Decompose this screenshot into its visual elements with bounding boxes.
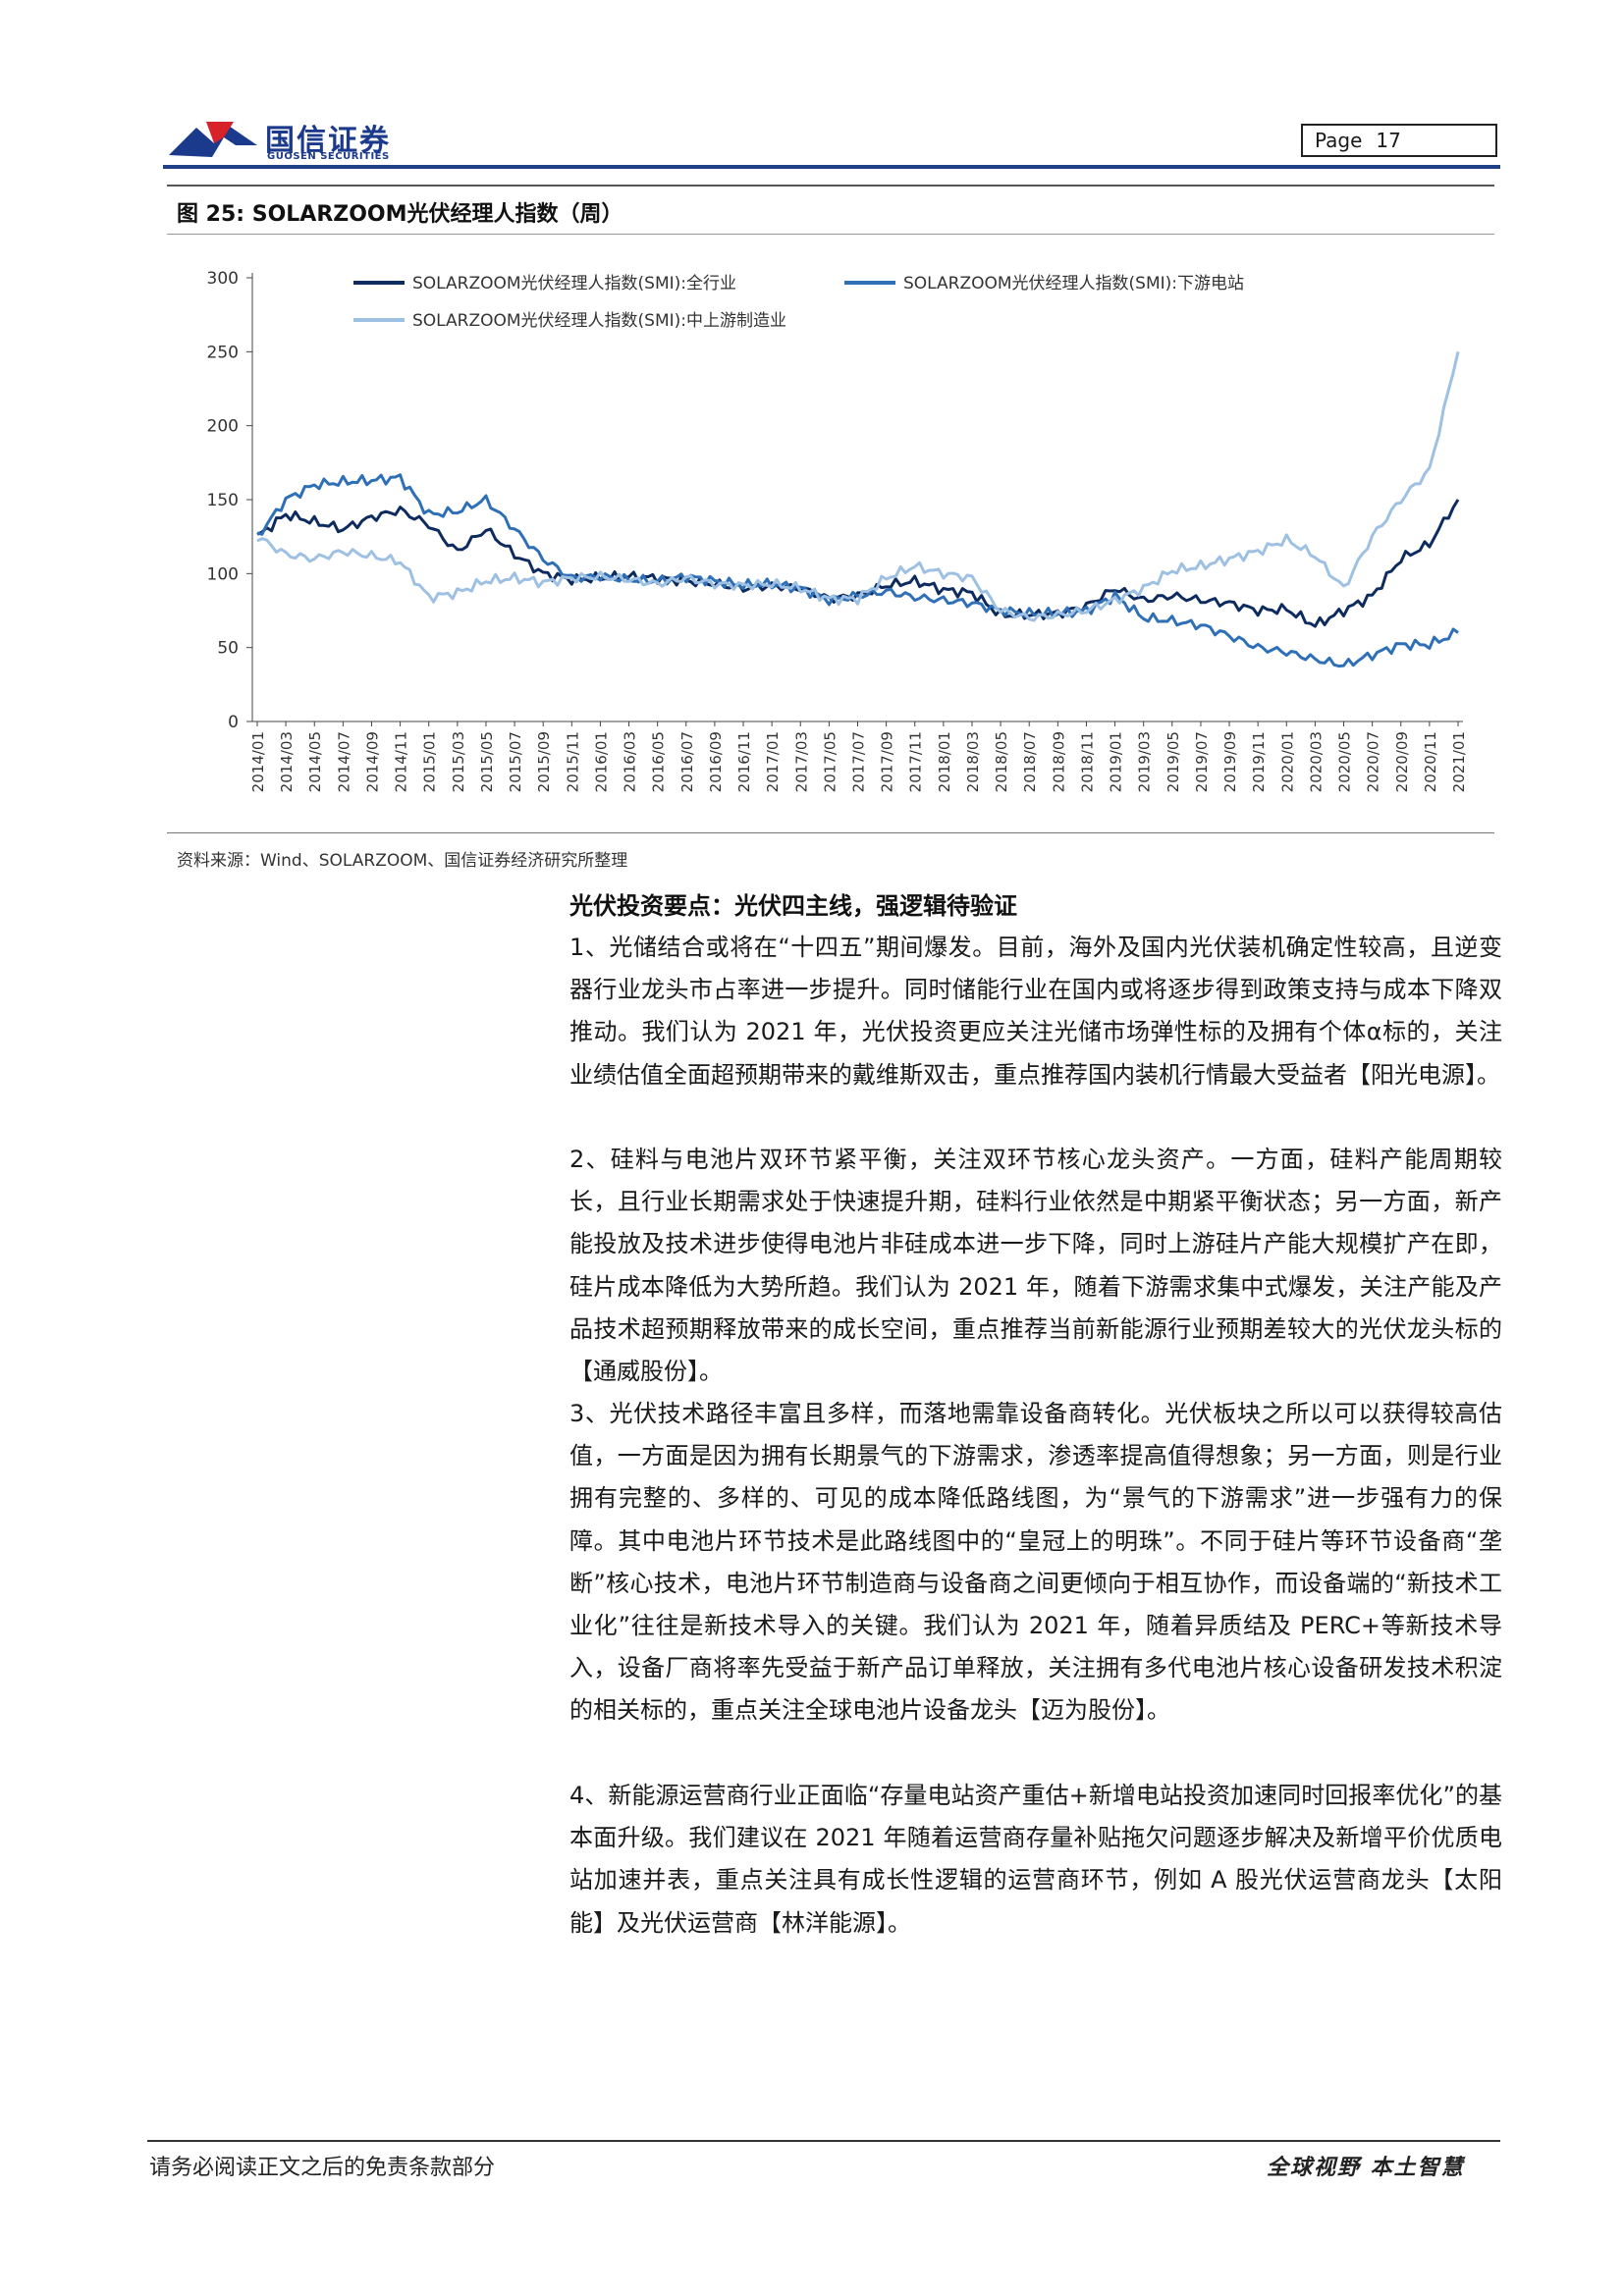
logo-text-en: GUOSEN SECURITIES: [267, 151, 390, 162]
chart-legend: SOLARZOOM光伏经理人指数(SMI):全行业 SOLARZOOM光伏经理人指…: [353, 274, 1244, 331]
x-tick-label: 2015/01: [421, 731, 439, 792]
x-tick-label: 2020/07: [1365, 731, 1382, 792]
x-tick-label: 2017/11: [907, 731, 925, 792]
x-tick-label: 2016/07: [678, 731, 696, 792]
x-tick-label: 2015/09: [535, 731, 553, 792]
paragraph-2: 2、硅料与电池片双环节紧平衡，关注双环节核心龙头资产。一方面，硅料产能周期较长，…: [569, 1146, 1502, 1386]
figure-bottom-rule: [167, 832, 1494, 833]
footer-slogan: 全球视野 本土智慧: [1267, 2156, 1465, 2180]
legend-label: SOLARZOOM光伏经理人指数(SMI):中上游制造业: [412, 311, 786, 331]
x-tick-label: 2016/03: [622, 731, 639, 792]
series-line-3: [256, 350, 1460, 622]
y-tick-label: 50: [217, 639, 239, 659]
y-tick-label: 250: [207, 343, 239, 362]
x-tick-label: 2015/03: [450, 731, 467, 792]
x-tick-label: 2020/03: [1307, 731, 1325, 792]
x-tick-label: 2020/09: [1393, 731, 1411, 792]
x-tick-label: 2014/01: [249, 731, 267, 792]
legend-label: SOLARZOOM光伏经理人指数(SMI):下游电站: [903, 274, 1244, 294]
x-tick-label: 2014/03: [278, 731, 296, 792]
x-tick-label: 2018/11: [1078, 731, 1096, 792]
x-tick-label: 2016/05: [650, 731, 668, 792]
y-tick-label: 0: [228, 713, 239, 732]
logo-text-cn: 国信证券: [265, 124, 391, 158]
x-tick-label: 2020/05: [1336, 731, 1354, 792]
x-tick-label: 2021/01: [1450, 731, 1468, 792]
page-number-box: Page 17: [1301, 124, 1497, 157]
y-tick-label: 200: [207, 417, 239, 437]
x-tick-label: 2016/01: [592, 731, 610, 792]
x-tick-label: 2017/05: [821, 731, 839, 792]
paragraph-4: 4、新能源运营商行业正面临“存量电站资产重估+新增电站投资加速同时回报率优化”的…: [569, 1782, 1502, 1937]
footer-divider: [147, 2140, 1500, 2142]
page-label: Page: [1315, 129, 1363, 152]
x-tick-label: 2019/07: [1193, 731, 1211, 792]
x-tick-label: 2015/05: [478, 731, 496, 792]
x-tick-label: 2014/07: [335, 731, 352, 792]
series-lines: [256, 350, 1460, 668]
x-tick-label: 2014/11: [393, 731, 410, 792]
x-tick-label: 2015/11: [564, 731, 581, 792]
x-tick-label: 2019/01: [1108, 731, 1125, 792]
x-tick-label: 2014/09: [363, 731, 381, 792]
line-chart: 0 50 100 150 200 250 300 2014/01 2014/03 2014/05…: [207, 269, 1468, 792]
x-tick-label: 2018/09: [1050, 731, 1067, 792]
x-tick-label: 2020/11: [1422, 731, 1439, 792]
x-tick-label: 2018/01: [936, 731, 953, 792]
section-title: 光伏投资要点：光伏四主线，强逻辑待验证: [569, 892, 1017, 920]
y-tick-label: 100: [207, 564, 239, 584]
logo-mark-icon: [169, 122, 257, 157]
x-tick-label: 2015/07: [507, 731, 524, 792]
header-divider: [163, 165, 1500, 169]
y-tick-label: 300: [207, 269, 239, 289]
paragraph-3: 3、光伏技术路径丰富且多样，而落地需靠设备商转化。光伏板块之所以可以获得较高估值…: [569, 1400, 1502, 1725]
x-tick-label: 2018/03: [964, 731, 982, 792]
x-tick-label: 2017/01: [764, 731, 782, 792]
series-line-1: [256, 499, 1460, 628]
x-tick-label: 2017/09: [879, 731, 896, 792]
x-tick-label: 2018/05: [993, 731, 1010, 792]
x-tick-label: 2016/11: [735, 731, 753, 792]
page-number: 17: [1376, 129, 1401, 152]
x-axis: 2014/01 2014/03 2014/05 2014/07 2014/09 2014/…: [249, 721, 1468, 792]
x-tick-label: 2019/09: [1221, 731, 1239, 792]
footer-disclaimer: 请务必阅读正文之后的免责条款部分: [149, 2156, 496, 2180]
x-tick-label: 2016/09: [707, 731, 725, 792]
x-tick-label: 2019/03: [1136, 731, 1154, 792]
legend-label: SOLARZOOM光伏经理人指数(SMI):全行业: [412, 274, 736, 294]
x-tick-label: 2019/11: [1250, 731, 1268, 792]
company-logo: 国信证券 GUOSEN SECURITIES: [167, 110, 412, 169]
series-line-2: [256, 473, 1459, 668]
figure-top-rule: [167, 185, 1494, 187]
x-tick-label: 2018/07: [1021, 731, 1039, 792]
x-tick-label: 2019/05: [1164, 731, 1182, 792]
x-tick-label: 2020/01: [1278, 731, 1296, 792]
x-tick-label: 2017/07: [850, 731, 868, 792]
x-tick-label: 2014/05: [306, 731, 324, 792]
x-tick-label: 2017/03: [792, 731, 810, 792]
y-axis: 0 50 100 150 200 250 300: [207, 269, 253, 732]
y-tick-label: 150: [207, 491, 239, 510]
figure-title: 图 25: SOLARZOOM光伏经理人指数（周）: [177, 202, 623, 227]
paragraph-1: 1、光储结合或将在“十四五”期间爆发。目前，海外及国内光伏装机确定性较高，且逆变…: [569, 934, 1502, 1089]
figure-title-rule: [167, 234, 1494, 235]
figure-source: 资料来源：Wind、SOLARZOOM、国信证券经济研究所整理: [177, 851, 628, 871]
